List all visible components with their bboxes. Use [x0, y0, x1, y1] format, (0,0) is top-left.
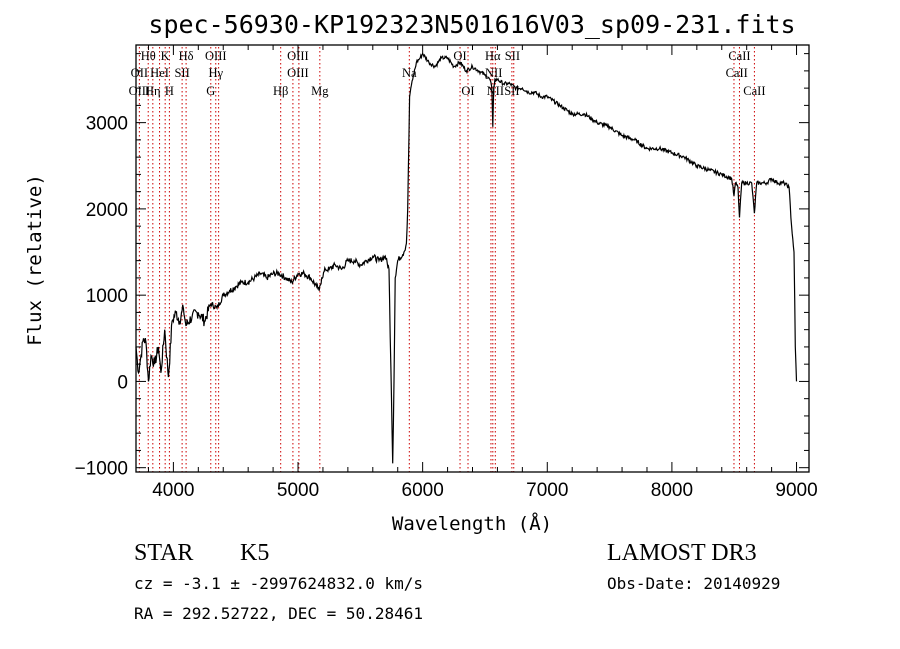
y-tick-label: 0 [117, 372, 128, 393]
x-tick-label: 9000 [775, 480, 817, 501]
spectral-line-label: OIII [205, 49, 227, 63]
spectral-line-label: CaII [728, 49, 750, 63]
spectral-line-label: H [165, 84, 174, 98]
x-tick-label: 6000 [402, 480, 444, 501]
y-tick-label: 3000 [86, 114, 128, 135]
spectral-line-label: CaII [726, 66, 748, 80]
x-tick-label: 5000 [277, 480, 319, 501]
spectral-line-label: SII [174, 66, 189, 80]
spectral-line-label: OI [461, 84, 474, 98]
x-tick-label: 8000 [651, 480, 693, 501]
x-tick-label: 7000 [526, 480, 568, 501]
spectrum-line [135, 52, 798, 464]
y-tick-label: −1000 [75, 459, 128, 480]
spectral-line-label: Mg [311, 84, 329, 98]
spectral-line-label: Hα [485, 49, 501, 63]
spectral-line-label: NII [485, 66, 502, 80]
spectral-line-label: G [206, 84, 215, 98]
redshift-text: cz = -3.1 ± -2997624832.0 km/s [134, 574, 423, 593]
y-tick-label: 1000 [86, 286, 128, 307]
spectral-line-label: K [161, 49, 170, 63]
y-axis-label: Flux (relative) [24, 174, 46, 346]
spectral-line-label: Hη [145, 84, 161, 98]
spectral-line-label: HeI [150, 66, 169, 80]
chart-title: spec-56930-KP192323N501616V03_sp09-231.f… [148, 10, 795, 39]
spectral-line-label: NII [487, 84, 504, 98]
plot-frame [135, 44, 810, 473]
y-tick-label: 2000 [86, 200, 128, 221]
spectral-line-label: Hθ [141, 49, 156, 63]
spectral-line-label: Hγ [208, 66, 223, 80]
object-subclass: K5 [240, 540, 269, 566]
coordinates-text: RA = 292.52722, DEC = 50.28461 [134, 604, 423, 623]
x-tick-label: 4000 [152, 480, 194, 501]
survey-name: LAMOST DR3 [607, 540, 757, 566]
spectral-line-label: OIII [129, 84, 151, 98]
spectral-line-label: SII [505, 49, 520, 63]
obs-date-text: Obs-Date: 20140929 [607, 574, 780, 593]
x-axis-ticks: 4000 5000 6000 7000 8000 9000 [147, 45, 818, 501]
spectral-line-label: OIII [287, 66, 309, 80]
spectral-line-labels: Hθ K Hδ OIII OIII OI Hα SII CaII OII HeI SII Hγ OIII N… [129, 49, 766, 98]
y-axis-ticks: −1000 0 1000 2000 3000 [75, 53, 809, 480]
spectral-line-label: Hβ [273, 84, 288, 98]
spectral-line-label: SII [504, 84, 519, 98]
spectral-line-label: CaII [743, 84, 765, 98]
object-class: STAR [134, 540, 193, 566]
spectral-line-label: OIII [287, 49, 309, 63]
spectral-line-label: Hδ [179, 49, 194, 63]
x-axis-label: Wavelength (Å) [392, 512, 552, 535]
spectral-line-label: OI [453, 49, 466, 63]
spectral-line-label: OII [131, 66, 148, 80]
spectral-line-markers [138, 47, 755, 472]
